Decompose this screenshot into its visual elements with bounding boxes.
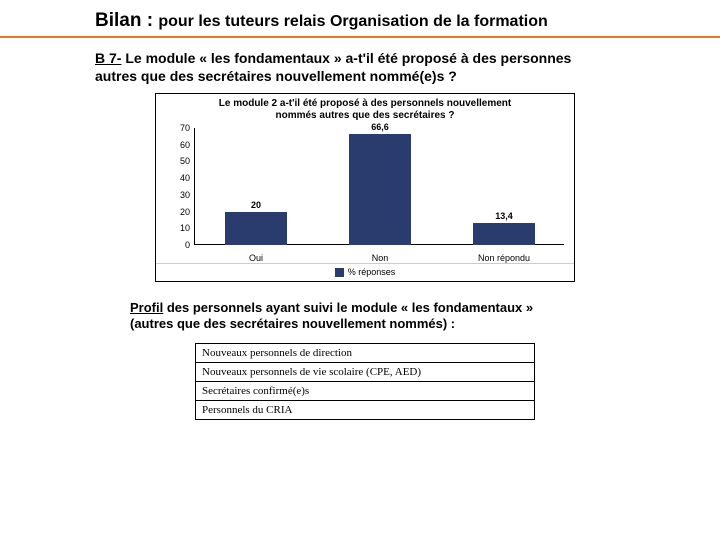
header-main: Bilan :	[95, 10, 153, 31]
chart-bar	[473, 223, 535, 245]
bar-chart: Le module 2 a-t'il été proposé à des per…	[155, 93, 575, 282]
chart-bar	[349, 134, 411, 245]
legend-swatch	[335, 268, 344, 277]
profil-block: Profil des personnels ayant suivi le mod…	[0, 282, 720, 333]
table-row: Secrétaires confirmé(e)s	[195, 381, 535, 400]
y-tick: 30	[180, 190, 190, 200]
table-row: Nouveaux personnels de vie scolaire (CPE…	[195, 362, 535, 381]
y-tick: 40	[180, 173, 190, 183]
question-line-2: autres que des secrétaires nouvellement …	[95, 68, 457, 84]
bar-value-label: 13,4	[495, 211, 513, 221]
table-row: Nouveaux personnels de direction	[195, 343, 535, 362]
x-category-label: Non	[372, 253, 389, 263]
bar-value-label: 20	[251, 200, 261, 210]
y-tick: 70	[180, 123, 190, 133]
x-category-label: Oui	[249, 253, 263, 263]
table-row: Personnels du CRIA	[195, 400, 535, 420]
y-tick: 0	[185, 240, 190, 250]
y-tick: 10	[180, 223, 190, 233]
bar-value-label: 66,6	[371, 122, 389, 132]
question-prefix: B 7-	[95, 50, 121, 66]
legend-label: % réponses	[348, 267, 396, 277]
slide-header: Bilan : pour les tuteurs relais Organisa…	[0, 0, 720, 38]
chart-title: Le module 2 a-t'il été proposé à des per…	[156, 94, 574, 124]
y-tick: 50	[180, 156, 190, 166]
x-category-label: Non répondu	[478, 253, 530, 263]
y-axis: 010203040506070	[166, 128, 194, 245]
profil-line-2: (autres que des secrétaires nouvellement…	[130, 316, 455, 331]
profil-line-1: des personnels ayant suivi le module « l…	[163, 300, 533, 315]
y-tick: 60	[180, 140, 190, 150]
chart-legend: % réponses	[156, 263, 574, 281]
profil-label: Profil	[130, 300, 163, 315]
question-line-1: Le module « les fondamentaux » a-t'il ét…	[121, 50, 571, 66]
plot-area: 010203040506070 20Oui66,6Non13,4Non répo…	[166, 128, 564, 263]
header-sub: pour les tuteurs relais Organisation de …	[158, 13, 547, 30]
question-block: B 7- Le module « les fondamentaux » a-t'…	[0, 38, 720, 85]
chart-bar	[225, 212, 287, 245]
profil-table: Nouveaux personnels de directionNouveaux…	[195, 343, 535, 420]
y-tick: 20	[180, 207, 190, 217]
